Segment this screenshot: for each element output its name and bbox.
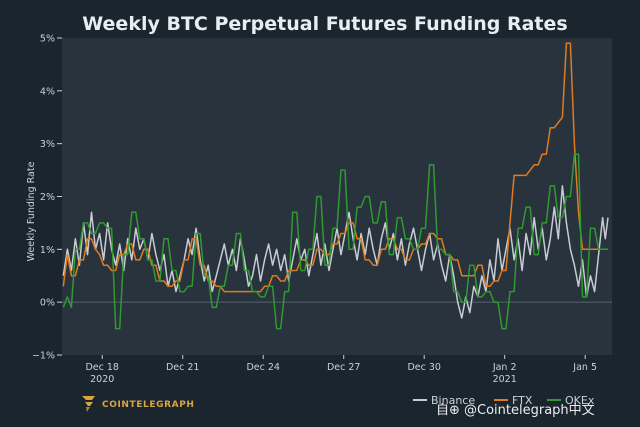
x-tick-label: Jan 2 [492,362,517,373]
y-axis-label: Weekly Funding Rate [26,161,37,261]
series-line-ftx [62,42,608,293]
x-tick-label: Dec 18 [85,362,119,373]
x-tick-label: Jan 5 [572,362,597,373]
legend: Binance FTX OKEx [413,394,595,407]
legend-label-okex: OKEx [565,394,595,407]
cointelegraph-logo-text: COINTELEGRAPH [102,400,195,410]
x-tick-label: Dec 27 [327,362,361,373]
y-tick-label: 0% [40,298,55,309]
series-lines [62,42,609,330]
watermark: 自⊕ @Cointelegraph中文 [436,403,595,418]
y-tick-label: −1% [32,351,55,362]
y-tick-label: 5% [40,34,55,45]
cointelegraph-logo-icon [82,396,95,412]
cointelegraph-logo: COINTELEGRAPH [82,396,195,412]
y-tick-label: 3% [40,139,55,150]
chart-title: Weekly BTC Perpetual Futures Funding Rat… [82,13,567,35]
y-tick-label: 4% [40,86,55,97]
x-tick-year-label: 2020 [90,374,114,385]
series-line-okex [62,153,608,330]
plot-area [62,38,612,355]
legend-label-ftx: FTX [512,394,533,407]
y-tick-label: 2% [40,192,55,203]
y-axis-ticks: −1% 0% 1% 2% 3% 4% 5% [32,34,62,362]
x-tick-year-label: 2021 [493,374,517,385]
legend-label-binance: Binance [431,394,475,407]
y-tick-label: 1% [40,245,55,256]
x-tick-label: Dec 24 [246,362,280,373]
x-tick-label: Dec 30 [407,362,441,373]
x-tick-label: Dec 21 [166,362,200,373]
